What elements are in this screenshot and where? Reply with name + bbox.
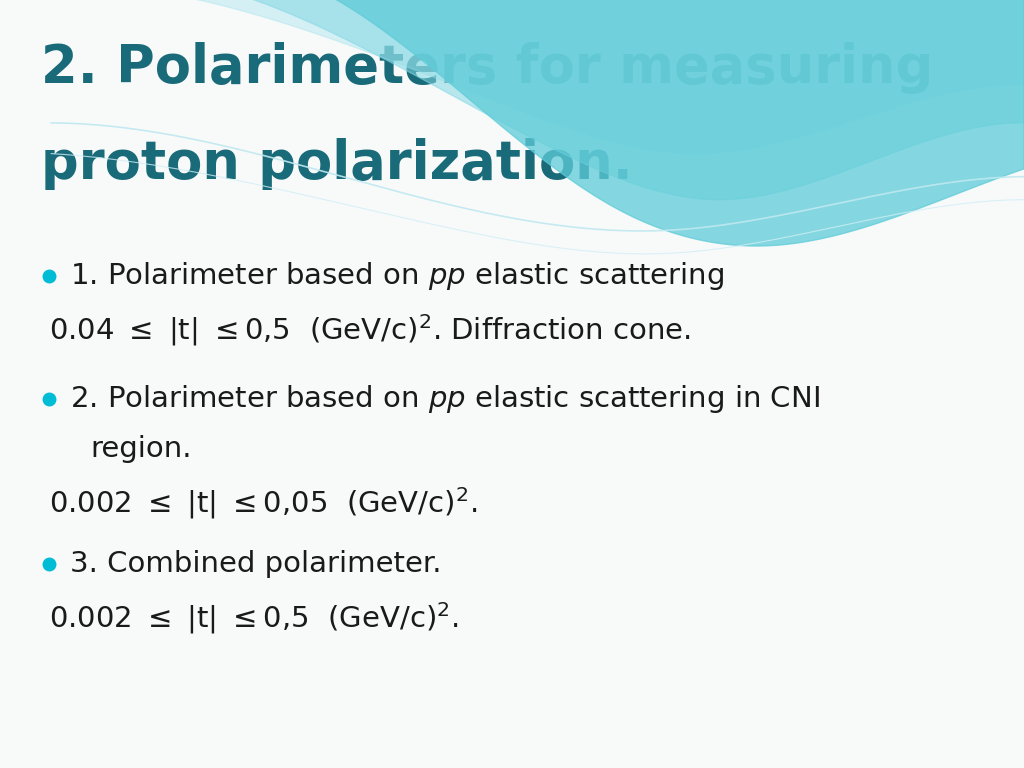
Text: 2. Polarimeters for measuring: 2. Polarimeters for measuring [41,42,933,94]
Text: 0.002 $\leq$ |t| $\leq$0,5  (GeV/c)$^2$.: 0.002 $\leq$ |t| $\leq$0,5 (GeV/c)$^2$. [49,601,459,636]
Polygon shape [205,0,1024,200]
Text: 3. Combined polarimeter.: 3. Combined polarimeter. [70,551,441,578]
Text: 0.002 $\leq$ |t| $\leq$0,05  (GeV/c)$^2$.: 0.002 $\leq$ |t| $\leq$0,05 (GeV/c)$^2$. [49,485,477,521]
Polygon shape [307,0,1024,246]
Polygon shape [102,0,1024,154]
Text: 0.04 $\leq$ |t| $\leq$0,5  (GeV/c)$^2$. Diffraction cone.: 0.04 $\leq$ |t| $\leq$0,5 (GeV/c)$^2$. D… [49,313,691,348]
Text: region.: region. [90,435,191,463]
Text: 2. Polarimeter based on $\it{pp}$ elastic scattering in CNI: 2. Polarimeter based on $\it{pp}$ elasti… [70,383,819,415]
Text: 1. Polarimeter based on $\it{pp}$ elastic scattering: 1. Polarimeter based on $\it{pp}$ elasti… [70,260,724,293]
Text: proton polarization.: proton polarization. [41,138,633,190]
